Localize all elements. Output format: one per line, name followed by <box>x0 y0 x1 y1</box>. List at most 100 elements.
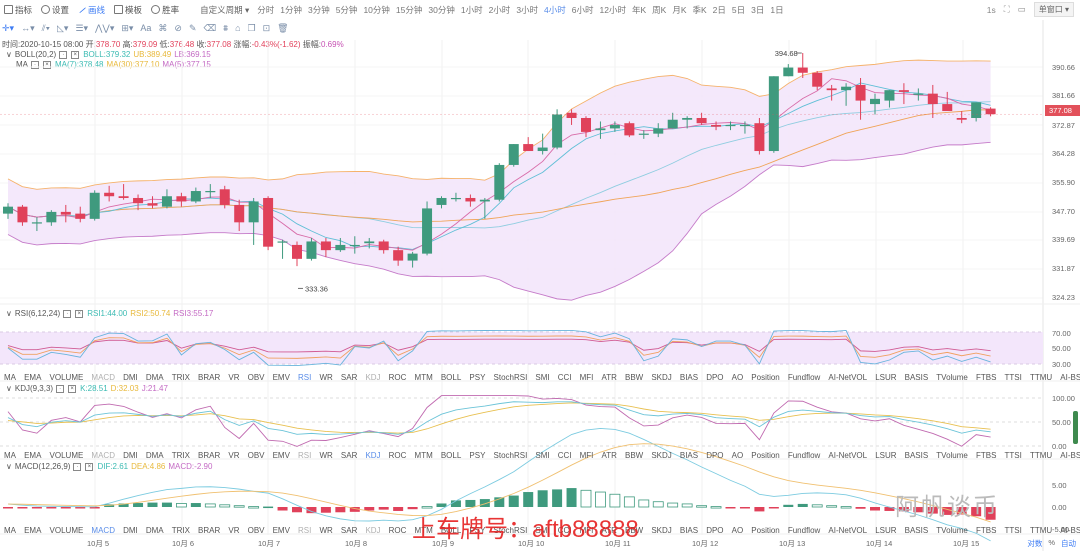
indicator-tab-emv[interactable]: EMV <box>272 373 290 382</box>
period-tab[interactable]: 2小时 <box>488 4 511 15</box>
indicator-tab-smi[interactable]: SMI <box>535 451 550 460</box>
indicator-tab-fundflow[interactable]: Fundflow <box>787 451 821 460</box>
indicator-tab-ai-netvol[interactable]: AI-NetVOL <box>828 526 868 535</box>
settings-icon[interactable]: · <box>73 462 82 471</box>
indicator-tab-ema[interactable]: EMA <box>24 373 42 382</box>
indicator-tab-ao[interactable]: AO <box>731 526 744 535</box>
period-tab[interactable]: 周K <box>652 4 667 15</box>
period-tab[interactable]: 1小时 <box>460 4 483 15</box>
indicator-tab-stochrsi[interactable]: StochRSI <box>493 373 528 382</box>
period-tab[interactable]: 1日 <box>770 4 784 15</box>
indicator-tab-dma[interactable]: DMA <box>145 373 164 382</box>
indicator-tab-bbw[interactable]: BBW <box>624 451 644 460</box>
horizontal-line-icon[interactable]: ↔▾ <box>21 22 35 33</box>
parallel-line-icon[interactable]: ⫽▾ <box>41 22 50 33</box>
magnet-icon[interactable]: ⊘ <box>174 22 182 33</box>
auto-scale-toggle[interactable]: 自动 <box>1061 539 1076 548</box>
indicator-tab-roc[interactable]: ROC <box>388 526 407 535</box>
crosshair-icon[interactable]: ✛▾ <box>2 22 15 33</box>
indicator-tab-dmi[interactable]: DMI <box>123 526 138 535</box>
indicator-tab-bias[interactable]: BIAS <box>679 373 699 382</box>
indicator-tab-cci[interactable]: CCI <box>557 526 572 535</box>
indicator-tab-bbw[interactable]: BBW <box>624 526 644 535</box>
indicator-tab-boll[interactable]: BOLL <box>440 451 462 460</box>
log-scale-toggle[interactable]: 对数 <box>1027 539 1043 548</box>
period-tab[interactable]: 6小时 <box>571 4 594 15</box>
indicator-tab-lsur[interactable]: LSUR <box>875 451 897 460</box>
indicator-tab-stochrsi[interactable]: StochRSI <box>493 526 528 535</box>
rect-icon[interactable]: ⊞▾ <box>121 22 134 33</box>
indicator-tab-kdj[interactable]: KDJ <box>365 526 381 535</box>
indicator-tab-ttsi[interactable]: TTSI <box>1004 526 1022 535</box>
indicator-button[interactable]: 指标 <box>4 4 32 16</box>
period-tab[interactable]: 年K <box>631 4 647 15</box>
indicator-tab-vr[interactable]: VR <box>228 373 240 382</box>
indicator-tab-wr[interactable]: WR <box>319 526 333 535</box>
layout-dropdown[interactable]: 单窗口 ▾ <box>1033 2 1074 17</box>
indicator-tab-ai-bsi[interactable]: AI-BSI <box>1060 526 1080 535</box>
period-tab[interactable]: 5日 <box>731 4 746 15</box>
period-tab[interactable]: 5分钟 <box>335 4 358 15</box>
indicator-tab-sar[interactable]: SAR <box>340 451 358 460</box>
indicator-tab-atr[interactable]: ATR <box>601 373 617 382</box>
indicator-tab-ai-bsi[interactable]: AI-BSI <box>1060 373 1080 382</box>
indicator-tab-dpo[interactable]: DPO <box>706 373 724 382</box>
indicator-tab-brar[interactable]: BRAR <box>198 451 221 460</box>
fib-icon[interactable]: ☰▾ <box>75 22 89 33</box>
indicator-tab-trix[interactable]: TRIX <box>171 451 190 460</box>
scrollbar[interactable] <box>1073 411 1078 444</box>
copy-icon[interactable]: ❐ <box>247 22 256 33</box>
angle-icon[interactable]: ◺▾ <box>57 22 69 33</box>
text-icon[interactable]: Aa <box>140 23 152 33</box>
indicator-tab-obv[interactable]: OBV <box>247 373 265 382</box>
indicator-tab-tvolume[interactable]: TVolume <box>936 373 968 382</box>
indicator-tab-mtm[interactable]: MTM <box>414 373 433 382</box>
indicator-tab-ttsi[interactable]: TTSI <box>1004 451 1022 460</box>
collapse-icon[interactable]: ∨ <box>6 462 12 471</box>
indicator-tab-lsur[interactable]: LSUR <box>875 526 897 535</box>
lock-icon[interactable]: ⌂ <box>235 23 241 33</box>
indicator-tab-ai-bsi[interactable]: AI-BSI <box>1060 451 1080 460</box>
winrate-button[interactable]: 胜率 <box>151 4 179 16</box>
collapse-icon[interactable]: ∨ <box>6 384 12 393</box>
indicator-tab-mfi[interactable]: MFI <box>579 451 594 460</box>
indicator-tab-brar[interactable]: BRAR <box>198 526 221 535</box>
indicator-tab-wr[interactable]: WR <box>319 373 333 382</box>
indicator-tab-basis[interactable]: BASIS <box>904 373 929 382</box>
indicator-tab-dpo[interactable]: DPO <box>706 526 724 535</box>
settings-button[interactable]: 设置 <box>41 4 69 16</box>
indicator-tab-cci[interactable]: CCI <box>557 451 572 460</box>
indicator-tab-kdj[interactable]: KDJ <box>365 451 381 460</box>
indicator-tab-sar[interactable]: SAR <box>340 526 358 535</box>
period-tab[interactable]: 30分钟 <box>428 4 455 15</box>
indicator-tab-rsi[interactable]: RSI <box>298 526 312 535</box>
indicator-tab-fundflow[interactable]: Fundflow <box>787 526 821 535</box>
indicator-tab-macd[interactable]: MACD <box>91 526 115 535</box>
indicator-tab-bias[interactable]: BIAS <box>679 451 699 460</box>
settings-icon[interactable]: · <box>31 60 39 69</box>
fullscreen-icon[interactable]: ⛶ <box>1003 4 1010 14</box>
indicator-tab-dma[interactable]: DMA <box>145 526 164 535</box>
close-icon[interactable]: × <box>85 462 94 471</box>
period-tab[interactable]: 3分钟 <box>307 4 330 15</box>
indicator-tab-brar[interactable]: BRAR <box>198 373 221 382</box>
template-button[interactable]: 模板 <box>114 4 142 16</box>
wave-icon[interactable]: ⋀⋁▾ <box>95 22 115 33</box>
indicator-tab-ma[interactable]: MA <box>4 451 16 460</box>
indicator-tab-macd[interactable]: MACD <box>91 373 115 382</box>
collapse-icon[interactable]: ∨ <box>6 309 12 318</box>
period-tab[interactable]: 15分钟 <box>395 4 423 15</box>
indicator-tab-skdj[interactable]: SKDJ <box>651 373 672 382</box>
settings-icon[interactable]: · <box>56 384 65 393</box>
indicator-tab-position[interactable]: Position <box>751 373 780 382</box>
indicator-tab-obv[interactable]: OBV <box>247 526 265 535</box>
close-icon[interactable]: × <box>75 309 84 318</box>
indicator-tab-tvolume[interactable]: TVolume <box>936 451 968 460</box>
indicator-tab-trix[interactable]: TRIX <box>171 373 190 382</box>
period-tab[interactable]: 季K <box>692 4 707 15</box>
trash-icon[interactable]: 🗑 <box>277 22 289 33</box>
indicator-tab-rsi[interactable]: RSI <box>298 451 312 460</box>
period-tab[interactable]: 3小时 <box>516 4 539 15</box>
settings-icon[interactable]: · <box>63 309 72 318</box>
